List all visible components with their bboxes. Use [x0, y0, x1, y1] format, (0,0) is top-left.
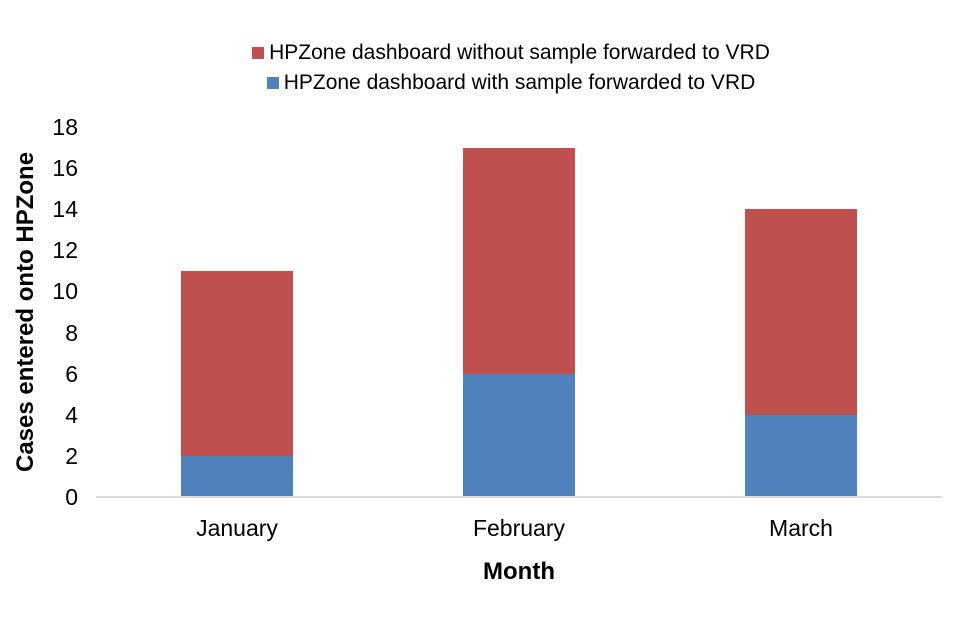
- y-tick-label: 0: [65, 484, 78, 510]
- legend-swatch-red-icon: [252, 47, 265, 59]
- y-tick-label: 2: [65, 442, 78, 469]
- bar-segment-with-sample: [463, 373, 575, 497]
- bar-segment-without-sample: [463, 147, 575, 374]
- legend-swatch-blue-icon: [266, 77, 279, 89]
- x-category-label: January: [196, 515, 278, 541]
- y-tick-label: 14: [52, 196, 78, 223]
- legend-item-without-sample: HPZone dashboard without sample forwarde…: [252, 38, 770, 68]
- y-tick-label: 10: [52, 278, 78, 305]
- x-axis-title: Month: [483, 558, 555, 585]
- y-tick-label: 18: [52, 114, 78, 140]
- bar-segment-without-sample: [745, 209, 857, 415]
- y-tick-label: 6: [65, 360, 78, 387]
- plot-area: [96, 127, 942, 497]
- x-axis-line: [96, 496, 942, 498]
- bar-segment-without-sample: [181, 270, 293, 456]
- x-category-label: March: [769, 515, 833, 541]
- legend-item-with-sample: HPZone dashboard with sample forwarded t…: [266, 68, 756, 98]
- legend-label-with-sample: HPZone dashboard with sample forwarded t…: [283, 71, 756, 94]
- x-category-label: February: [472, 515, 566, 541]
- y-tick-label: 16: [52, 155, 78, 182]
- legend-label-without-sample: HPZone dashboard without sample forwarde…: [269, 41, 770, 64]
- bar-segment-with-sample: [745, 414, 857, 497]
- chart-legend: HPZone dashboard without sample forwarde…: [0, 38, 960, 98]
- y-tick-label: 4: [65, 401, 78, 428]
- y-tick-label: 12: [52, 237, 78, 264]
- bar-segment-with-sample: [181, 455, 293, 497]
- y-tick-label: 8: [65, 319, 78, 346]
